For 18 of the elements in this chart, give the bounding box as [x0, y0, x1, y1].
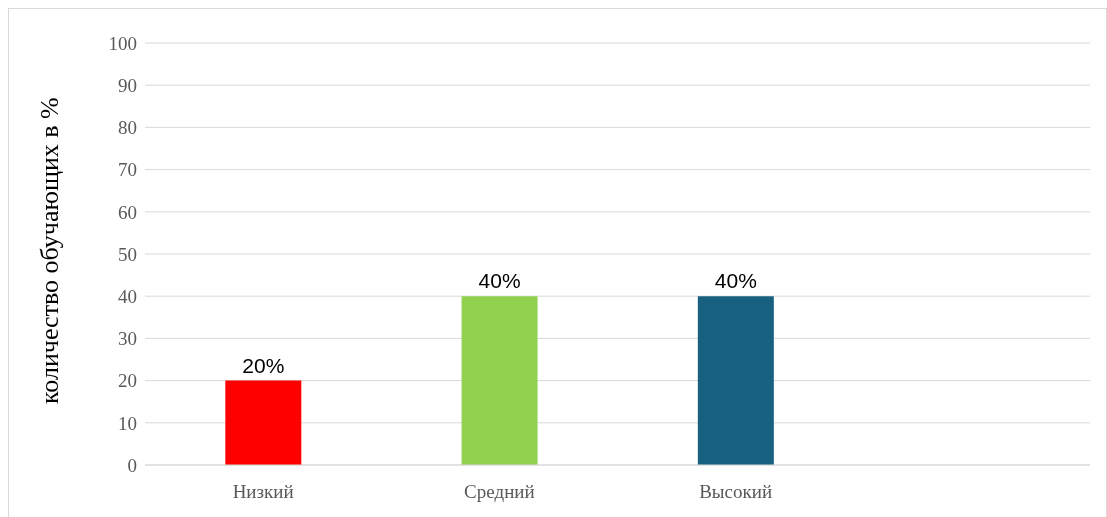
data-label: 20%	[242, 353, 285, 377]
y-tick-label: 70	[118, 159, 137, 181]
y-tick-label: 90	[118, 74, 137, 96]
y-tick-label: 100	[108, 32, 137, 54]
y-tick-label: 0	[127, 454, 137, 476]
x-tick-label: Низкий	[232, 481, 294, 503]
y-tick-label: 20	[118, 370, 137, 392]
y-tick-label: 80	[118, 117, 137, 139]
data-label: 40%	[714, 269, 757, 293]
y-tick-label: 10	[118, 412, 137, 434]
y-tick-label: 60	[118, 201, 137, 223]
y-tick-label: 30	[118, 328, 137, 350]
y-tick-label: 50	[118, 243, 137, 265]
y-axis-title: количество обучающих в %	[35, 97, 65, 404]
y-tick-label: 40	[118, 285, 137, 307]
x-tick-label: Средний	[464, 481, 535, 503]
data-label: 40%	[478, 269, 521, 293]
x-tick-label: Высокий	[699, 481, 773, 503]
